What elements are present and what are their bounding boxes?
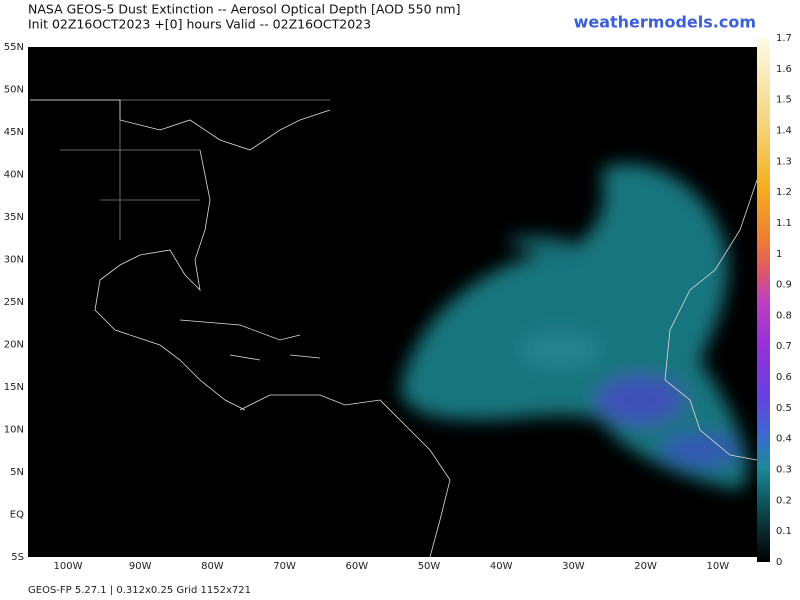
colorbar-label: 1.3 xyxy=(776,156,792,167)
lat-label: 30N xyxy=(4,255,24,266)
lon-label: 30W xyxy=(562,561,585,572)
colorbar-label: 0.1 xyxy=(776,526,792,537)
colorbar-label: 0.9 xyxy=(776,280,792,291)
lon-label: 10W xyxy=(706,561,729,572)
colorbar-label: 0.6 xyxy=(776,372,792,383)
lat-label: 40N xyxy=(4,170,24,181)
lon-label: 80W xyxy=(201,561,224,572)
lat-label: 35N xyxy=(4,212,24,223)
colorbar-label: 1.5 xyxy=(776,95,792,106)
lon-label: 20W xyxy=(634,561,657,572)
colorbar-label: 0.2 xyxy=(776,495,792,506)
lon-label: 90W xyxy=(129,561,152,572)
lat-label: 10N xyxy=(4,425,24,436)
colorbar-label: 0.7 xyxy=(776,341,792,352)
lat-label: 25N xyxy=(4,297,24,308)
lat-label: 20N xyxy=(4,340,24,351)
colorbar-label: 1.7 xyxy=(776,33,792,44)
dust-plume xyxy=(400,163,748,490)
colorbar-label: 1.1 xyxy=(776,218,792,229)
colorbar-label: 0.8 xyxy=(776,310,792,321)
colorbar-label: 0.3 xyxy=(776,465,792,476)
lat-label: 5S xyxy=(11,552,24,563)
lon-label: 40W xyxy=(490,561,513,572)
colorbar-label: 1 xyxy=(776,249,782,260)
site-name: weathermodels.com xyxy=(574,13,756,32)
colorbar-label: 0 xyxy=(776,557,782,568)
colorbar xyxy=(757,38,770,562)
lat-label: 15N xyxy=(4,382,24,393)
colorbar-label: 1.2 xyxy=(776,187,792,198)
colorbar-label: 1.4 xyxy=(776,125,792,136)
lat-label: EQ xyxy=(10,510,24,521)
footer: GEOS-FP 5.27.1 | 0.312x0.25 Grid 1152x72… xyxy=(28,585,251,596)
lon-label: 50W xyxy=(418,561,441,572)
lat-label: 5N xyxy=(10,467,24,478)
colorbar-label: 0.4 xyxy=(776,434,792,445)
lon-label: 60W xyxy=(345,561,368,572)
title: NASA GEOS-5 Dust Extinction -- Aerosol O… xyxy=(28,2,460,17)
subtitle: Init 02Z16OCT2023 +[0] hours Valid -- 02… xyxy=(28,17,371,32)
lon-label: 70W xyxy=(273,561,296,572)
lat-label: 45N xyxy=(4,127,24,138)
lat-label: 50N xyxy=(4,85,24,96)
lat-label: 55N xyxy=(4,42,24,53)
colorbar-label: 1.6 xyxy=(776,64,792,75)
lon-label: 100W xyxy=(54,561,83,572)
colorbar-label: 0.5 xyxy=(776,403,792,414)
coastlines xyxy=(30,99,757,557)
